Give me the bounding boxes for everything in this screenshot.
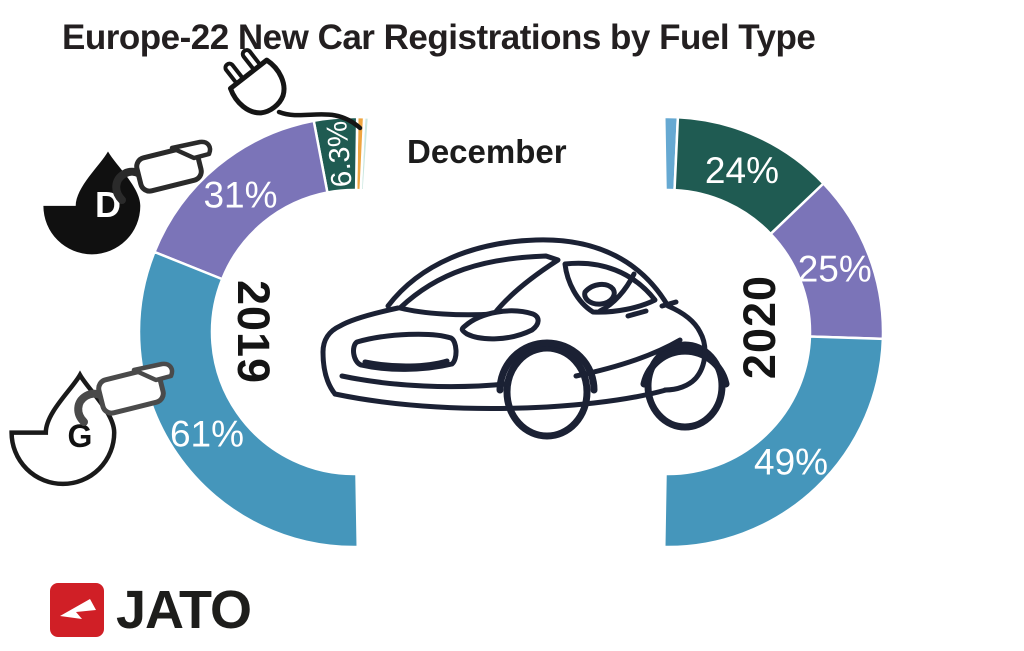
car-bumper-crease [339, 373, 509, 390]
jato-arrow-icon [60, 599, 96, 619]
car-front-edge [320, 305, 401, 397]
electric-plug-icon [223, 48, 363, 131]
plug-cable [276, 109, 363, 131]
gasoline-letter: G [68, 418, 93, 454]
car-front-wheel [503, 344, 591, 440]
gasoline-icon: G [12, 364, 172, 484]
jato-logo-text: JATO [116, 580, 252, 640]
diesel-icon: D [43, 142, 210, 255]
car-bumper-bottom [332, 387, 669, 411]
year-label-2019: 2019 [228, 279, 279, 385]
chart-title: Europe-22 New Car Registrations by Fuel … [62, 18, 816, 57]
donut-2019: 6.3% 31% 61% [137, 115, 371, 549]
car-window-divider [597, 271, 637, 314]
jato-logo: JATO [50, 580, 252, 640]
segment-label-2020-electrified: 24% [705, 150, 779, 191]
car-windshield [397, 253, 561, 318]
donut-rings: 6.3% 31% 61% 24% 25% 49% [137, 115, 885, 549]
segment-label-2020-gasoline: 49% [754, 442, 828, 483]
car-rear-arch [640, 347, 730, 388]
car-illustration [320, 237, 730, 440]
month-label: December [407, 133, 567, 170]
car-grille-line [362, 358, 450, 369]
segment-label-2019-electrified: 6.3% [321, 120, 359, 189]
donut-2020: 24% 25% 49% [662, 115, 885, 549]
car-front-arch [496, 339, 598, 394]
year-label-2020: 2020 [734, 274, 785, 380]
segment-label-2019-gasoline: 61% [170, 414, 244, 455]
segment-label-2020-diesel: 25% [798, 249, 872, 290]
car-grille [351, 331, 459, 372]
car-mirror [582, 282, 617, 307]
car-headlight [459, 308, 541, 342]
jato-logo-mark [50, 583, 104, 637]
car-side-crease [573, 337, 683, 379]
car-door-handles [625, 299, 679, 319]
segment-2020-gasoline [662, 335, 885, 549]
segment-label-2019-diesel: 31% [203, 175, 277, 216]
